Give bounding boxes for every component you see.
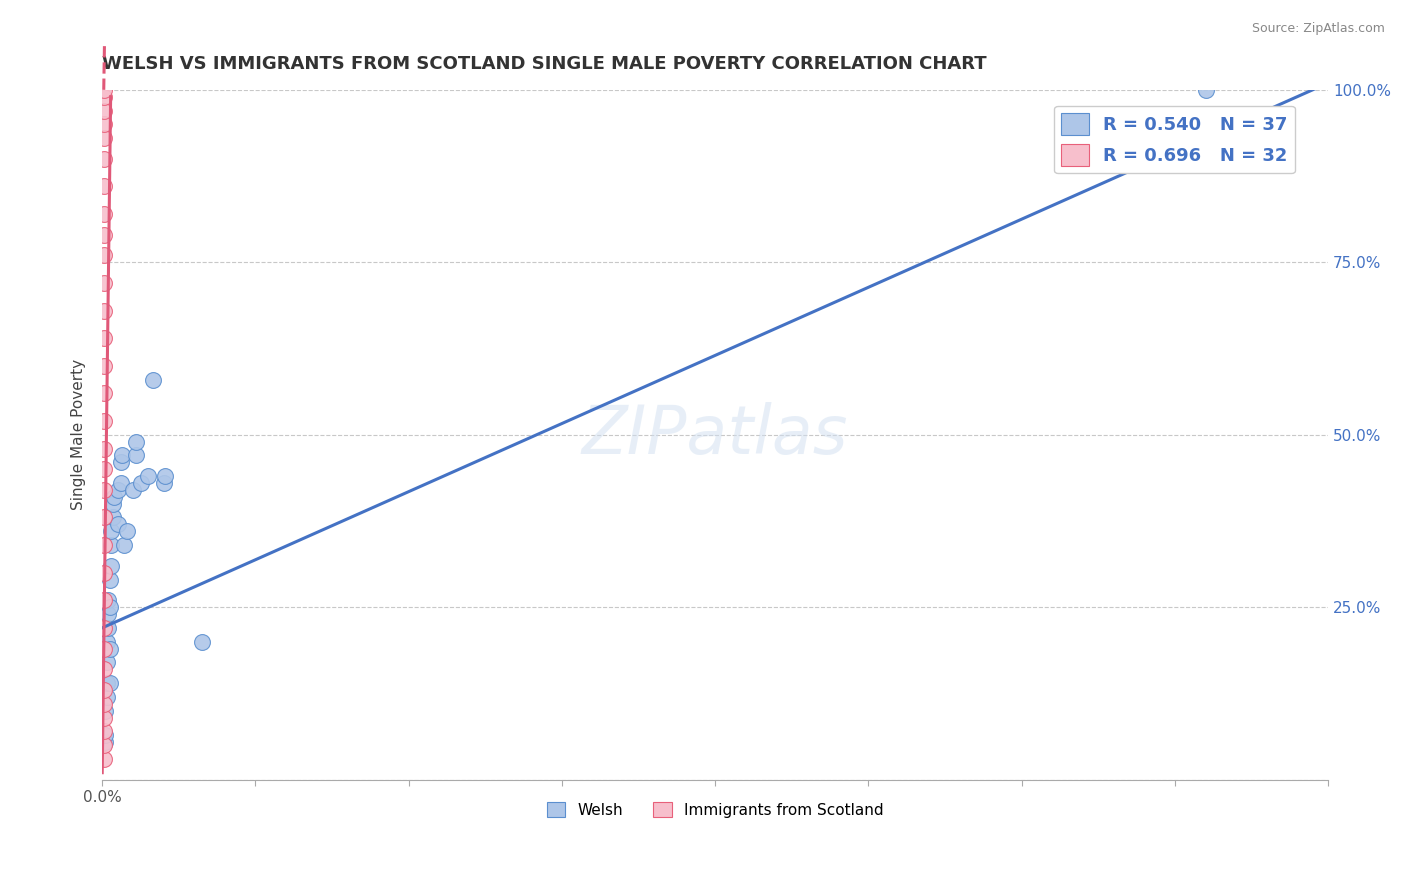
Point <box>93 103 115 118</box>
Point <box>93 697 115 711</box>
Point <box>93 89 115 103</box>
Point <box>93 414 115 428</box>
Point <box>153 469 176 483</box>
Point <box>94 728 117 742</box>
Point <box>97 607 120 621</box>
Point <box>96 690 118 704</box>
Text: ZIPatlas: ZIPatlas <box>582 401 848 467</box>
Point <box>93 724 115 739</box>
Point <box>112 538 135 552</box>
Point <box>93 738 115 752</box>
Point <box>93 593 115 607</box>
Point <box>98 641 121 656</box>
Point <box>96 676 118 690</box>
Point <box>125 434 148 449</box>
Point <box>101 497 124 511</box>
Point <box>93 752 115 766</box>
Point <box>129 475 152 490</box>
Point <box>110 475 132 490</box>
Point <box>115 524 138 539</box>
Point <box>100 538 122 552</box>
Point <box>93 662 115 676</box>
Point <box>98 600 121 615</box>
Point <box>93 682 115 697</box>
Point <box>93 131 115 145</box>
Point <box>93 207 115 221</box>
Point <box>100 558 122 573</box>
Point <box>125 449 148 463</box>
Point <box>93 641 115 656</box>
Point <box>93 538 115 552</box>
Point <box>98 676 121 690</box>
Point <box>93 621 115 635</box>
Point <box>111 449 134 463</box>
Point <box>93 117 115 131</box>
Point <box>107 517 129 532</box>
Text: Source: ZipAtlas.com: Source: ZipAtlas.com <box>1251 22 1385 36</box>
Point <box>96 634 118 648</box>
Point <box>93 442 115 456</box>
Point <box>93 248 115 262</box>
Point <box>1194 83 1216 97</box>
Point <box>97 593 120 607</box>
Point <box>142 372 165 386</box>
Point <box>93 331 115 345</box>
Point <box>93 152 115 166</box>
Point <box>93 359 115 373</box>
Point <box>93 710 115 724</box>
Y-axis label: Single Male Poverty: Single Male Poverty <box>72 359 86 510</box>
Point <box>101 510 124 524</box>
Point <box>93 179 115 194</box>
Point <box>110 455 132 469</box>
Point <box>100 524 122 539</box>
Point <box>93 83 115 97</box>
Text: WELSH VS IMMIGRANTS FROM SCOTLAND SINGLE MALE POVERTY CORRELATION CHART: WELSH VS IMMIGRANTS FROM SCOTLAND SINGLE… <box>103 55 987 73</box>
Point <box>93 276 115 290</box>
Point <box>93 227 115 242</box>
Point <box>93 386 115 401</box>
Point <box>93 483 115 497</box>
Point <box>152 475 174 490</box>
Point <box>98 573 121 587</box>
Legend: Welsh, Immigrants from Scotland: Welsh, Immigrants from Scotland <box>540 796 890 823</box>
Point <box>93 566 115 580</box>
Point <box>103 490 125 504</box>
Point <box>121 483 143 497</box>
Point <box>107 483 129 497</box>
Point <box>191 634 214 648</box>
Point <box>136 469 159 483</box>
Point <box>94 704 117 718</box>
Point <box>93 303 115 318</box>
Point <box>93 510 115 524</box>
Point <box>93 462 115 476</box>
Point <box>97 621 120 635</box>
Point <box>96 656 118 670</box>
Point <box>94 734 117 748</box>
